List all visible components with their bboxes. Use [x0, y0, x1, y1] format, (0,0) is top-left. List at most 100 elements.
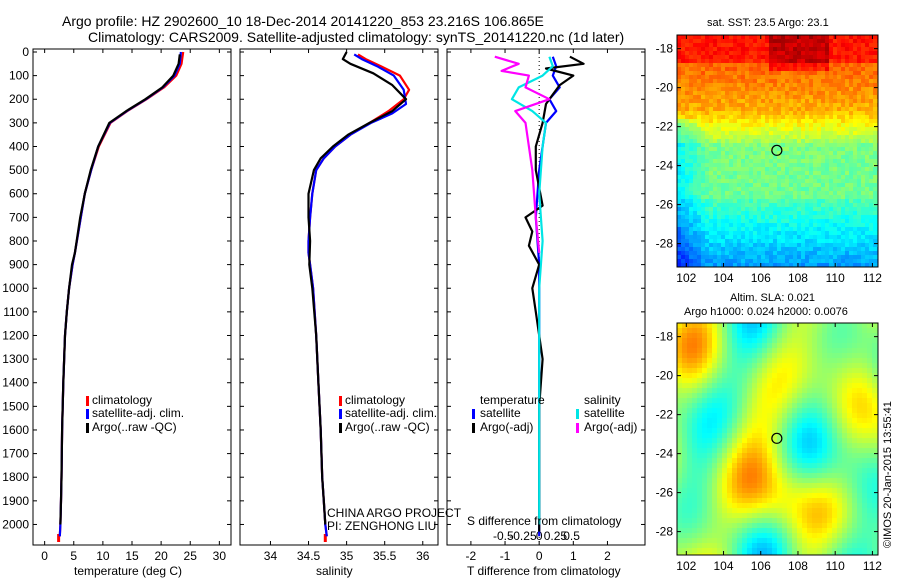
map-cell — [677, 483, 683, 489]
map-cell — [829, 99, 834, 104]
map-cell — [857, 211, 862, 216]
map-cell — [822, 433, 828, 439]
map-cell — [825, 223, 830, 228]
map-cell — [733, 151, 738, 156]
map-cell — [769, 199, 774, 204]
map-cell — [761, 259, 766, 264]
map-cell — [717, 388, 723, 394]
map-cell — [845, 127, 850, 132]
map-cell — [862, 328, 868, 334]
map-cell — [697, 219, 702, 224]
map-cell — [802, 478, 808, 484]
map-cell — [721, 139, 726, 144]
map-cell — [769, 255, 774, 260]
map-cell — [713, 171, 718, 176]
map-cell — [789, 219, 794, 224]
map-cell — [872, 368, 878, 374]
map-cell — [677, 433, 683, 439]
map-cell — [685, 115, 690, 120]
map-cell — [745, 63, 750, 68]
map-cell — [873, 183, 878, 188]
map-cell — [693, 39, 698, 44]
map-cell — [777, 383, 783, 389]
map-cell — [747, 423, 753, 429]
map-cell — [822, 528, 828, 534]
map-cell — [733, 171, 738, 176]
map-cell — [741, 211, 746, 216]
map-cell — [741, 39, 746, 44]
map-cell — [792, 353, 798, 359]
map-cell — [802, 483, 808, 489]
map-cell — [867, 458, 873, 464]
map-cell — [809, 95, 814, 100]
map-cell — [681, 127, 686, 132]
map-cell — [862, 378, 868, 384]
map-cell — [781, 35, 786, 40]
map-cell — [787, 388, 793, 394]
map-cell — [757, 219, 762, 224]
map-cell — [729, 87, 734, 92]
map-cell — [801, 59, 806, 64]
map-cell — [825, 239, 830, 244]
map-cell — [749, 39, 754, 44]
map-cell — [733, 179, 738, 184]
map-cell — [709, 227, 714, 232]
map-cell — [697, 398, 703, 404]
map-cell — [693, 263, 698, 267]
map-cell — [741, 195, 746, 200]
map-cell — [773, 159, 778, 164]
map-cell — [741, 199, 746, 204]
map-cell — [717, 418, 723, 424]
map-cell — [873, 195, 878, 200]
map-cell — [805, 155, 810, 160]
map-cell — [793, 39, 798, 44]
map-cell — [777, 35, 782, 40]
map-cell — [693, 119, 698, 124]
map-cell — [761, 263, 766, 267]
map-cell — [781, 215, 786, 220]
map-cell — [772, 423, 778, 429]
map-cell — [682, 413, 688, 419]
map-cell — [757, 463, 763, 469]
map-cell — [749, 159, 754, 164]
map-cell — [782, 518, 788, 524]
map-cell — [707, 368, 713, 374]
map-cell — [701, 91, 706, 96]
map-cell — [869, 103, 874, 108]
map-cell — [707, 418, 713, 424]
map-cell — [745, 107, 750, 112]
map-cell — [725, 239, 730, 244]
map-cell — [717, 508, 723, 514]
map-cell — [689, 95, 694, 100]
map-cell — [753, 103, 758, 108]
map-cell — [772, 453, 778, 459]
map-cell — [817, 67, 822, 72]
map-cell — [867, 373, 873, 379]
map-cell — [707, 508, 713, 514]
map-cell — [749, 187, 754, 192]
map-cell — [712, 473, 718, 479]
map-cell — [817, 533, 823, 539]
map-cell — [713, 147, 718, 152]
map-cell — [797, 373, 803, 379]
map-cell — [692, 488, 698, 494]
map-cell — [722, 438, 728, 444]
map-cell — [753, 131, 758, 136]
map-cell — [862, 468, 868, 474]
map-cell — [781, 111, 786, 116]
map-cell — [813, 239, 818, 244]
map-cell — [792, 358, 798, 364]
map-cell — [685, 259, 690, 264]
map-cell — [857, 47, 862, 52]
map-cell — [821, 223, 826, 228]
map-cell — [721, 243, 726, 248]
map-cell — [789, 43, 794, 48]
map-cell — [837, 147, 842, 152]
map-cell — [852, 523, 858, 529]
map-cell — [833, 195, 838, 200]
map-cell — [857, 227, 862, 232]
map-cell — [721, 231, 726, 236]
map-cell — [767, 388, 773, 394]
map-cell — [777, 215, 782, 220]
map-cell — [802, 458, 808, 464]
